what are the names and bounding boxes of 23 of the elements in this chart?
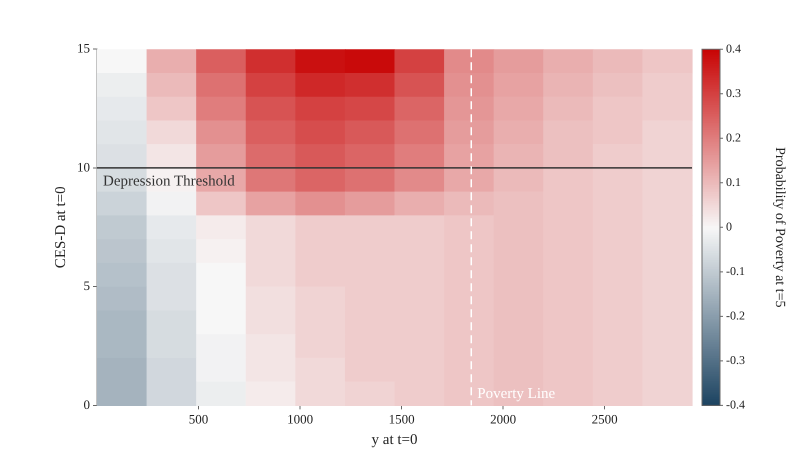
color-bar-label: -0.3 [726, 353, 745, 368]
y-tick-label: 0 [84, 396, 90, 412]
color-bar-label: 0.4 [726, 41, 741, 56]
x-tick-label: 500 [188, 412, 208, 427]
y-tick-label: 15 [77, 40, 90, 56]
x-tick-label: 1500 [388, 412, 415, 427]
x-tick-label: 1000 [287, 412, 314, 427]
x-axis-title: y at t=0 [372, 432, 418, 448]
y-tick-label: 5 [84, 278, 90, 294]
color-bar-label: -0.4 [726, 398, 745, 412]
color-bar-label: 0.2 [726, 130, 741, 144]
y-axis-title: CES-D at t=0 [52, 186, 69, 268]
color-bar-label: 0.3 [726, 86, 741, 100]
color-bar-label: -0.2 [726, 308, 745, 323]
color-bar-label: 0.1 [726, 174, 741, 189]
x-tick-label: 2000 [490, 412, 516, 427]
ref-line-label: Depression Threshold [103, 173, 236, 190]
x-tick-label: 2500 [592, 412, 618, 427]
color-bar-label: -0.1 [726, 264, 745, 278]
color-bar-label: 0 [726, 219, 732, 234]
color-bar-title: Probability of Poverty at t=5 [772, 147, 787, 308]
ref-line-label: Poverty Line [477, 386, 556, 402]
y-tick-label: 10 [77, 159, 90, 174]
